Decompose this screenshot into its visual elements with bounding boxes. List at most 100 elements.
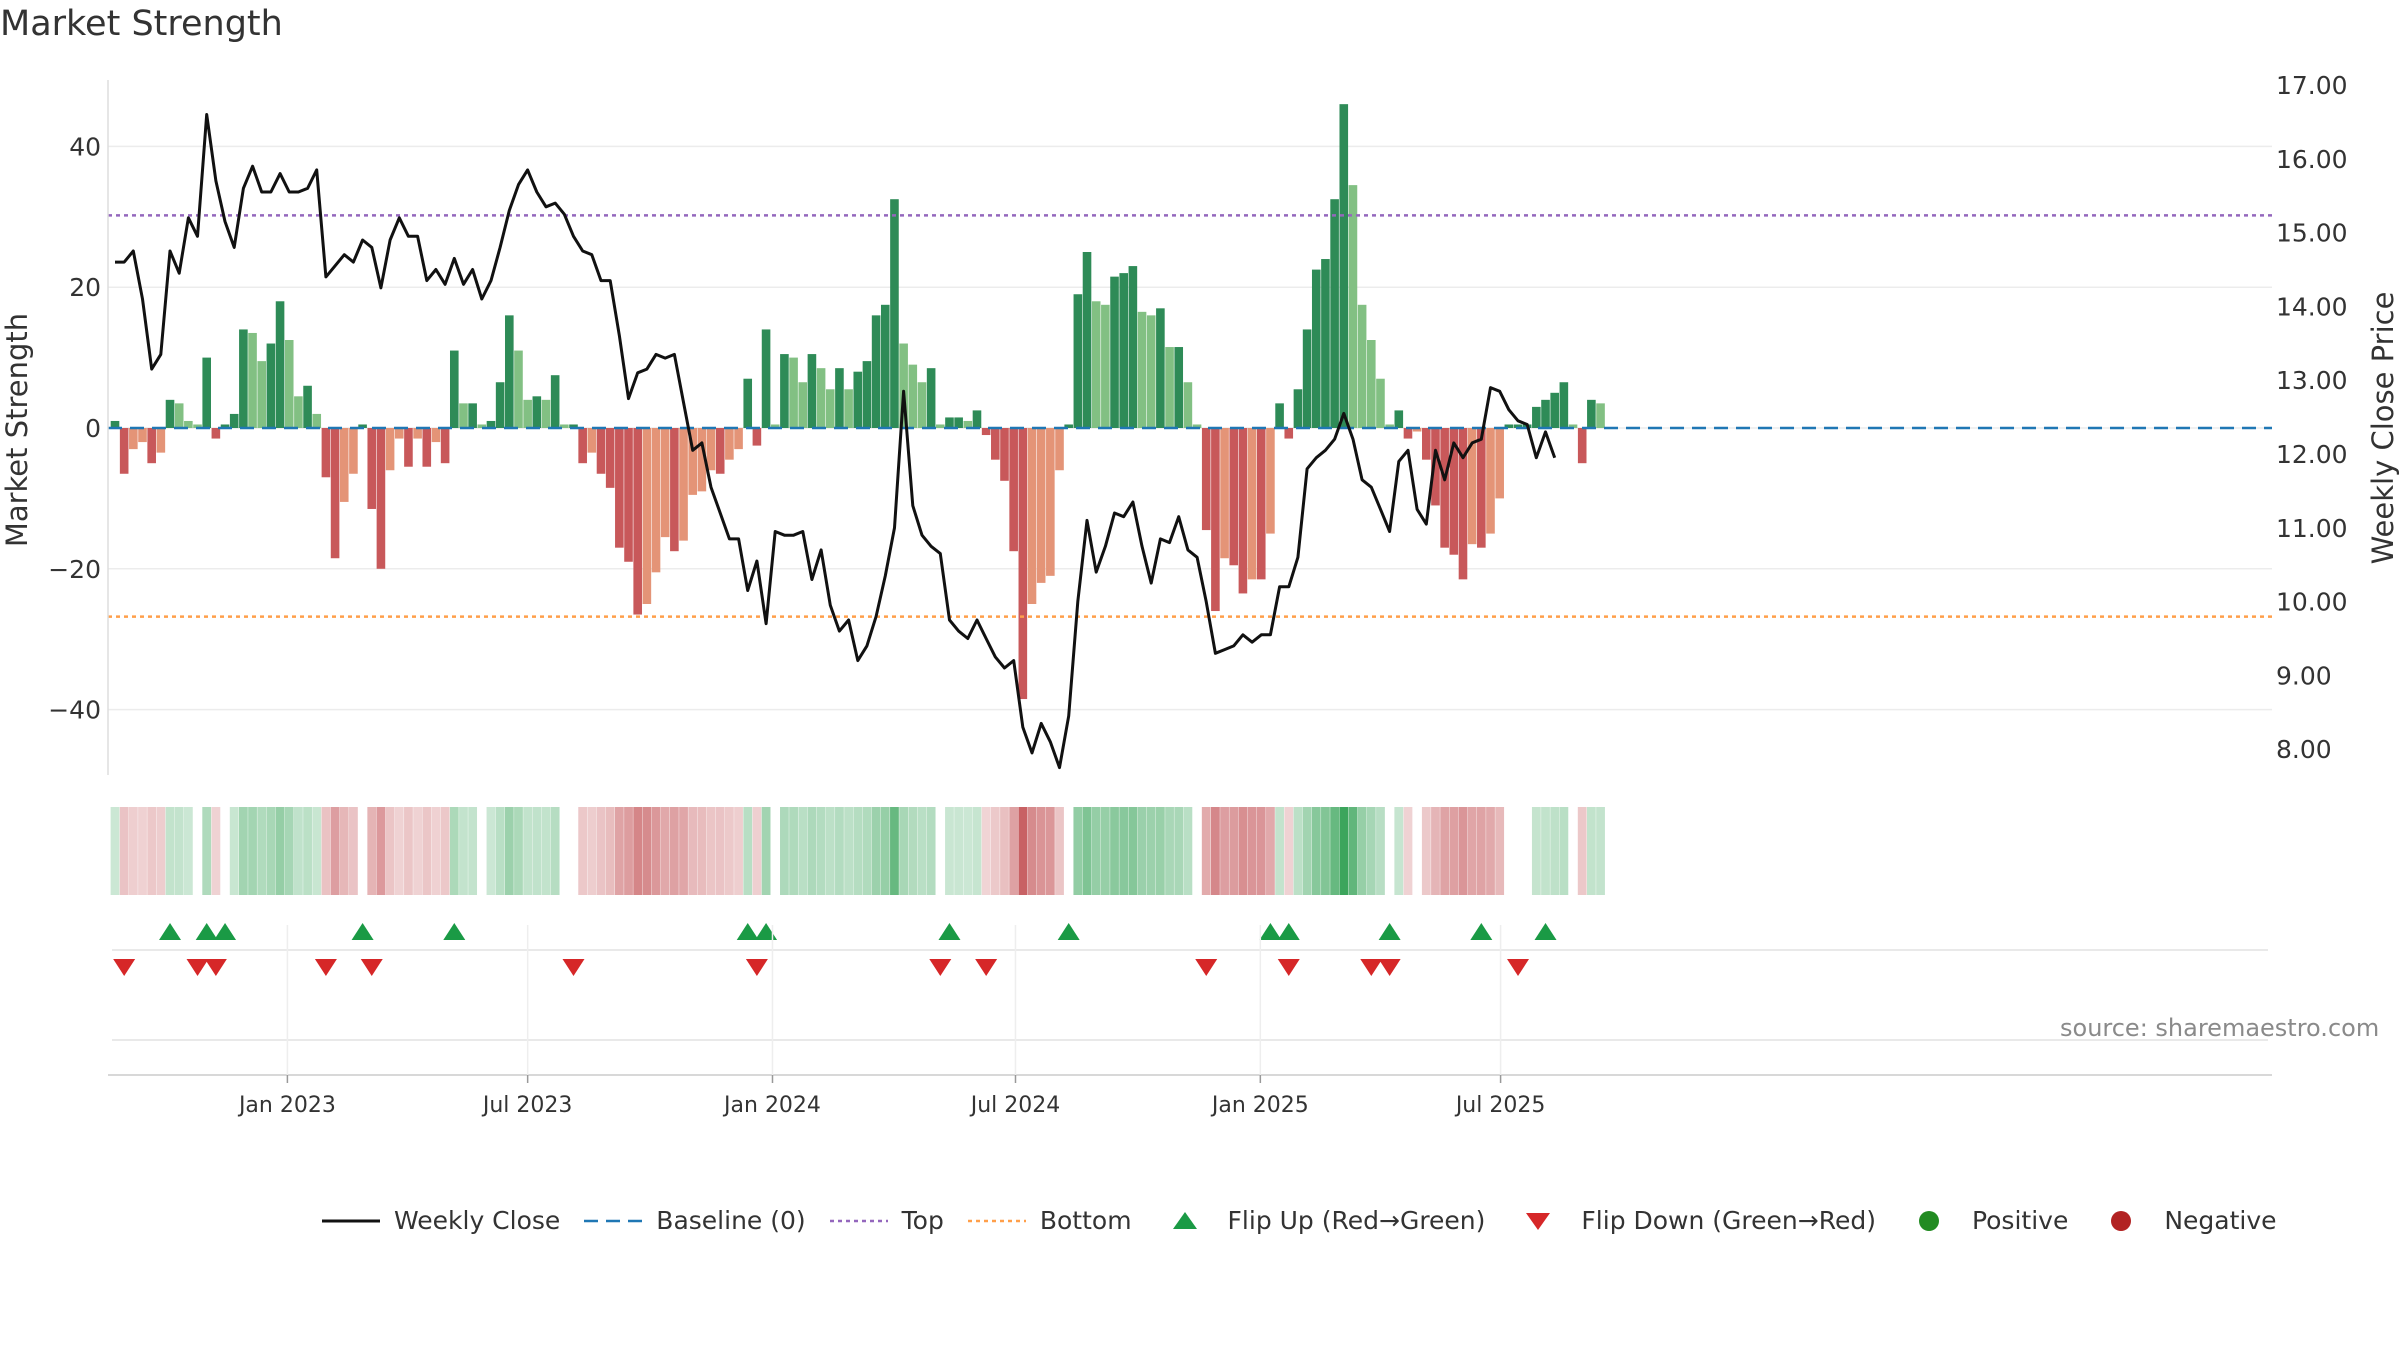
strength-bar bbox=[193, 424, 202, 428]
flip-markers bbox=[112, 923, 2268, 1041]
heat-cell bbox=[394, 807, 404, 895]
strength-bar bbox=[1146, 315, 1156, 428]
flip-up-marker bbox=[214, 923, 237, 940]
strength-bar bbox=[532, 396, 542, 428]
strength-bar bbox=[1192, 424, 1202, 428]
heat-cell bbox=[724, 807, 734, 895]
strength-bar bbox=[257, 361, 267, 428]
heat-cell bbox=[1431, 807, 1440, 895]
strength-bar bbox=[789, 357, 798, 428]
heat-cell bbox=[477, 807, 487, 895]
heat-cell bbox=[642, 807, 652, 895]
strength-bar bbox=[1284, 428, 1294, 439]
flip-down-marker bbox=[745, 959, 768, 976]
heat-cell bbox=[211, 807, 221, 895]
strength-bar bbox=[495, 382, 505, 428]
heat-cell bbox=[459, 807, 468, 895]
strength-bar bbox=[1064, 424, 1073, 428]
strength-bar bbox=[1376, 378, 1385, 428]
heat-cell bbox=[1155, 807, 1165, 895]
flip-down-marker bbox=[204, 959, 227, 976]
heat-cell bbox=[1128, 807, 1138, 895]
negative-dot-icon bbox=[2111, 1210, 2132, 1231]
heat-cell bbox=[1293, 807, 1303, 895]
heat-cell bbox=[1192, 807, 1202, 895]
strength-bar bbox=[1119, 273, 1128, 428]
heat-cell bbox=[303, 807, 312, 895]
y-left-tick-label: 0 bbox=[85, 414, 101, 443]
flip-down-marker bbox=[562, 959, 585, 976]
heat-cell bbox=[679, 807, 688, 895]
heat-cell bbox=[330, 807, 340, 895]
strength-bar bbox=[138, 428, 147, 443]
strength-bar bbox=[605, 428, 615, 488]
strength-bar bbox=[1201, 428, 1211, 531]
strength-bar bbox=[578, 428, 587, 464]
legend-bottom: Bottom bbox=[966, 1206, 1132, 1235]
flip-up-triangle-icon bbox=[1172, 1211, 1197, 1229]
strength-bar bbox=[459, 403, 468, 428]
heat-cell bbox=[880, 807, 890, 895]
strength-bar bbox=[688, 428, 698, 495]
strength-bar bbox=[1137, 311, 1147, 428]
flip-down-marker bbox=[113, 959, 136, 976]
strength-bar bbox=[587, 428, 597, 453]
heat-cell bbox=[202, 807, 212, 895]
strength-bar bbox=[1009, 428, 1018, 552]
heat-cell bbox=[1045, 807, 1055, 895]
strength-bar bbox=[963, 420, 973, 428]
heat-cell bbox=[559, 807, 569, 895]
heat-cell bbox=[1165, 807, 1174, 895]
heat-cell bbox=[1220, 807, 1229, 895]
heat-cell bbox=[1421, 807, 1431, 895]
heat-cell bbox=[1531, 807, 1541, 895]
heat-cell bbox=[339, 807, 349, 895]
strength-bar bbox=[1000, 428, 1009, 481]
heat-cell bbox=[706, 807, 716, 895]
strength-bar bbox=[468, 403, 477, 428]
strength-bar bbox=[1128, 266, 1138, 428]
heat-cell bbox=[1449, 807, 1459, 895]
legend-flip-down-label: Flip Down (Green→Red) bbox=[1581, 1206, 1876, 1235]
heat-cell bbox=[1082, 807, 1092, 895]
strength-bar bbox=[1091, 301, 1101, 428]
strength-bar bbox=[202, 357, 211, 428]
heat-cell bbox=[587, 807, 597, 895]
legend-bottom-icon bbox=[967, 1219, 1026, 1222]
heat-cell bbox=[349, 807, 358, 895]
heat-cell bbox=[816, 807, 826, 895]
strength-bar bbox=[413, 428, 422, 439]
heat-cell bbox=[1027, 807, 1037, 895]
strength-bar bbox=[1422, 428, 1431, 460]
heat-cell bbox=[917, 807, 927, 895]
strength-bar bbox=[1513, 424, 1523, 428]
heat-cell bbox=[1110, 807, 1119, 895]
strength-bar bbox=[266, 343, 276, 428]
strength-bar bbox=[642, 428, 652, 604]
heat-cell bbox=[651, 807, 661, 895]
heat-cell bbox=[532, 807, 542, 895]
heat-cell bbox=[697, 807, 707, 895]
heat-cell bbox=[404, 807, 413, 895]
strength-bar bbox=[523, 399, 532, 428]
heat-cell bbox=[413, 807, 423, 895]
strength-bar bbox=[1559, 382, 1569, 428]
close-line-layer bbox=[115, 113, 1557, 770]
heat-cell bbox=[1357, 807, 1367, 895]
legend: Weekly Close Baseline (0) Top Bottom Fli… bbox=[320, 1206, 2299, 1235]
heat-cell bbox=[1385, 807, 1395, 895]
strength-bar bbox=[147, 428, 156, 464]
heat-cell bbox=[614, 807, 624, 895]
heat-cell bbox=[899, 807, 909, 895]
strength-bar bbox=[449, 350, 459, 428]
strength-bar bbox=[734, 428, 743, 450]
heat-cell bbox=[1348, 807, 1358, 895]
strength-bar bbox=[1495, 428, 1504, 499]
heat-cell bbox=[825, 807, 835, 895]
heat-cell bbox=[1467, 807, 1477, 895]
y-right-tick-label: 13.00 bbox=[2276, 366, 2348, 395]
strength-bar bbox=[1229, 428, 1239, 566]
heat-cell bbox=[358, 807, 367, 895]
heat-cell bbox=[862, 807, 872, 895]
strength-bar bbox=[184, 420, 193, 428]
